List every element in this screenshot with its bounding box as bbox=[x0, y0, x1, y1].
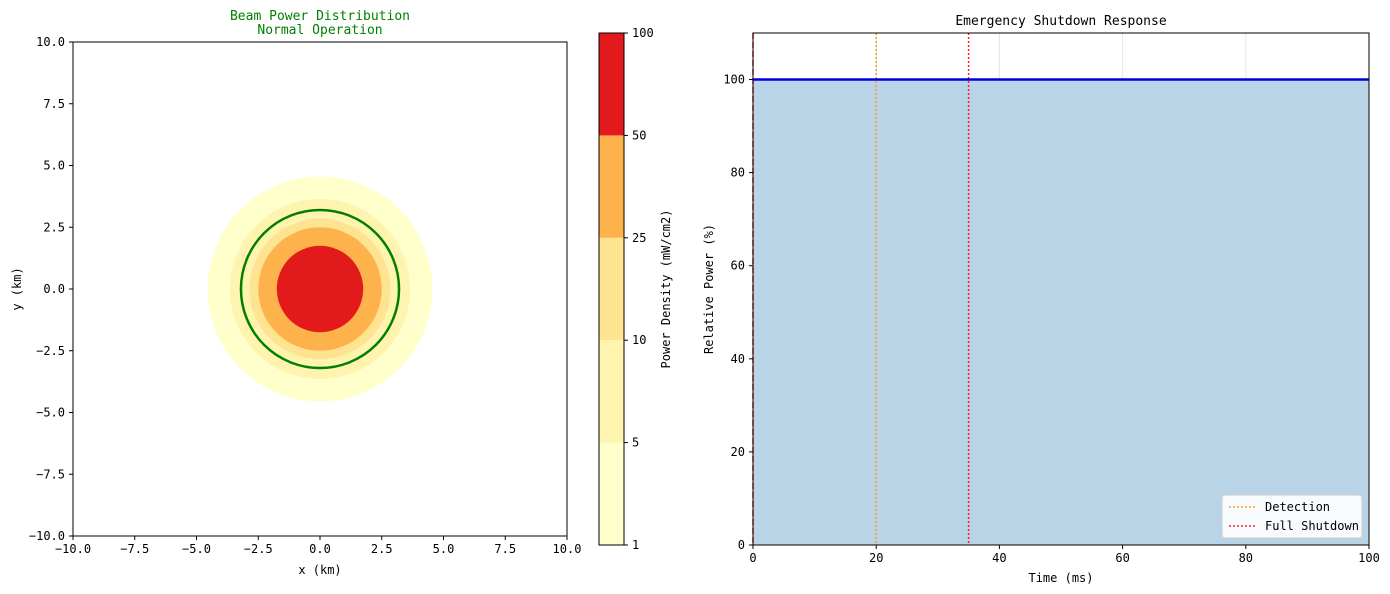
shutdown-response-chart: Emergency Shutdown Response 0 20 40 60 80 100… bbox=[702, 14, 1380, 585]
right-y-tick-label: 20 bbox=[731, 445, 745, 459]
right-x-tick-label: 20 bbox=[869, 551, 883, 565]
left-y-tick-label: 0.0 bbox=[43, 282, 65, 296]
right-y-tick-label: 60 bbox=[731, 259, 745, 273]
legend-box bbox=[1221, 494, 1363, 539]
right-plot-frame bbox=[752, 32, 1370, 546]
colorbar-bands bbox=[599, 33, 624, 545]
right-x-tick-label: 60 bbox=[1115, 551, 1129, 565]
right-y-tick-label: 80 bbox=[731, 166, 745, 180]
left-x-tick-label: 0.0 bbox=[309, 542, 331, 556]
left-x-tick-label: 7.5 bbox=[494, 542, 516, 556]
colorbar-tick-label: 5 bbox=[632, 436, 639, 450]
left-chart-title: Beam Power Distribution bbox=[230, 9, 410, 24]
colorbar-tick-label: 10 bbox=[632, 333, 646, 347]
left-y-tick-label: 7.5 bbox=[43, 97, 65, 111]
right-chart-title: Emergency Shutdown Response bbox=[955, 14, 1166, 29]
colorbar: 1 5 10 25 50 100 Power Density (mW/cm2) bbox=[598, 26, 673, 552]
colorbar-band bbox=[599, 135, 624, 238]
left-x-axis-label: x (km) bbox=[298, 563, 341, 577]
colorbar-tick-label: 25 bbox=[632, 231, 646, 245]
colorbar-tick-label: 100 bbox=[632, 26, 654, 40]
left-x-tick-label: −5.0 bbox=[182, 542, 211, 556]
colorbar-ticks: 1 5 10 25 50 100 bbox=[624, 26, 654, 552]
beam-power-chart: Beam Power Distribution Normal Operation… bbox=[10, 9, 581, 577]
left-y-axis-ticks: 10.0 7.5 5.0 2.5 0.0 −2.5 −5.0 −7.5 −10.0 bbox=[29, 35, 73, 543]
legend-shutdown-label: Full Shutdown bbox=[1265, 519, 1359, 533]
left-x-tick-label: −7.5 bbox=[120, 542, 149, 556]
right-x-tick-label: 0 bbox=[749, 551, 756, 565]
power-area-fill bbox=[753, 79, 1369, 545]
right-x-tick-label: 80 bbox=[1239, 551, 1253, 565]
colorbar-tick-label: 50 bbox=[632, 128, 646, 142]
left-x-axis-ticks: −10.0 −7.5 −5.0 −2.5 0.0 2.5 5.0 7.5 10.0 bbox=[55, 536, 582, 556]
left-x-tick-label: −2.5 bbox=[244, 542, 273, 556]
legend: Detection Full Shutdown bbox=[1221, 494, 1363, 539]
left-x-tick-label: 5.0 bbox=[433, 542, 455, 556]
colorbar-frame bbox=[598, 32, 625, 546]
right-y-tick-label: 0 bbox=[738, 538, 745, 552]
right-y-tick-label: 40 bbox=[731, 352, 745, 366]
left-chart-subtitle: Normal Operation bbox=[257, 23, 382, 38]
right-x-axis-label: Time (ms) bbox=[1028, 571, 1093, 585]
right-x-axis-ticks: 0 20 40 60 80 100 bbox=[749, 545, 1380, 565]
left-x-tick-label: 2.5 bbox=[371, 542, 393, 556]
left-y-tick-label: 2.5 bbox=[43, 220, 65, 234]
left-y-tick-label: 5.0 bbox=[43, 159, 65, 173]
colorbar-band bbox=[599, 340, 624, 443]
left-x-tick-label: −10.0 bbox=[55, 542, 91, 556]
left-y-tick-label: −7.5 bbox=[36, 467, 65, 481]
right-y-axis-ticks: 0 20 40 60 80 100 bbox=[723, 73, 753, 552]
contour-band-50 bbox=[276, 245, 364, 333]
colorbar-band bbox=[599, 442, 624, 545]
right-x-tick-label: 40 bbox=[992, 551, 1006, 565]
left-y-axis-label: y (km) bbox=[10, 267, 24, 310]
colorbar-label: Power Density (mW/cm2) bbox=[659, 210, 673, 369]
boundary-circle bbox=[239, 208, 401, 370]
legend-detection-label: Detection bbox=[1265, 500, 1330, 514]
colorbar-band bbox=[599, 237, 624, 341]
right-y-tick-label: 100 bbox=[723, 73, 745, 87]
left-y-tick-label: −10.0 bbox=[29, 529, 65, 543]
left-x-tick-label: 10.0 bbox=[553, 542, 582, 556]
colorbar-tick-label: 1 bbox=[632, 538, 639, 552]
left-y-tick-label: −5.0 bbox=[36, 406, 65, 420]
left-y-tick-label: −2.5 bbox=[36, 344, 65, 358]
right-x-tick-label: 100 bbox=[1358, 551, 1380, 565]
left-y-tick-label: 10.0 bbox=[36, 35, 65, 49]
right-y-axis-label: Relative Power (%) bbox=[702, 224, 716, 354]
colorbar-band bbox=[599, 33, 624, 136]
